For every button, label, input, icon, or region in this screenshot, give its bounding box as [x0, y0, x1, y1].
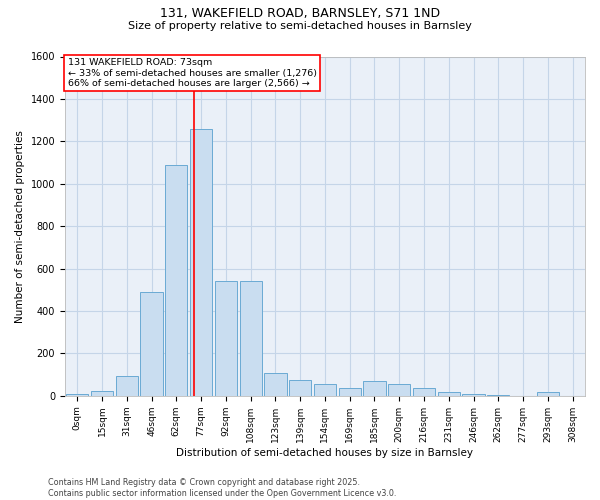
- Bar: [165, 164, 187, 396]
- Bar: [91, 390, 113, 396]
- Bar: [239, 282, 262, 396]
- Bar: [264, 373, 287, 396]
- X-axis label: Distribution of semi-detached houses by size in Barnsley: Distribution of semi-detached houses by …: [176, 448, 473, 458]
- Text: Size of property relative to semi-detached houses in Barnsley: Size of property relative to semi-detach…: [128, 21, 472, 31]
- Text: 131 WAKEFIELD ROAD: 73sqm
← 33% of semi-detached houses are smaller (1,276)
66% : 131 WAKEFIELD ROAD: 73sqm ← 33% of semi-…: [68, 58, 317, 88]
- Bar: [364, 381, 386, 396]
- Bar: [338, 388, 361, 396]
- Bar: [314, 384, 336, 396]
- Bar: [413, 388, 435, 396]
- Text: 131, WAKEFIELD ROAD, BARNSLEY, S71 1ND: 131, WAKEFIELD ROAD, BARNSLEY, S71 1ND: [160, 8, 440, 20]
- Bar: [487, 395, 509, 396]
- Y-axis label: Number of semi-detached properties: Number of semi-detached properties: [15, 130, 25, 322]
- Bar: [463, 394, 485, 396]
- Bar: [289, 380, 311, 396]
- Bar: [66, 394, 88, 396]
- Bar: [388, 384, 410, 396]
- Bar: [140, 292, 163, 396]
- Bar: [116, 376, 138, 396]
- Bar: [437, 392, 460, 396]
- Bar: [190, 128, 212, 396]
- Bar: [537, 392, 559, 396]
- Text: Contains HM Land Registry data © Crown copyright and database right 2025.
Contai: Contains HM Land Registry data © Crown c…: [48, 478, 397, 498]
- Bar: [215, 282, 237, 396]
